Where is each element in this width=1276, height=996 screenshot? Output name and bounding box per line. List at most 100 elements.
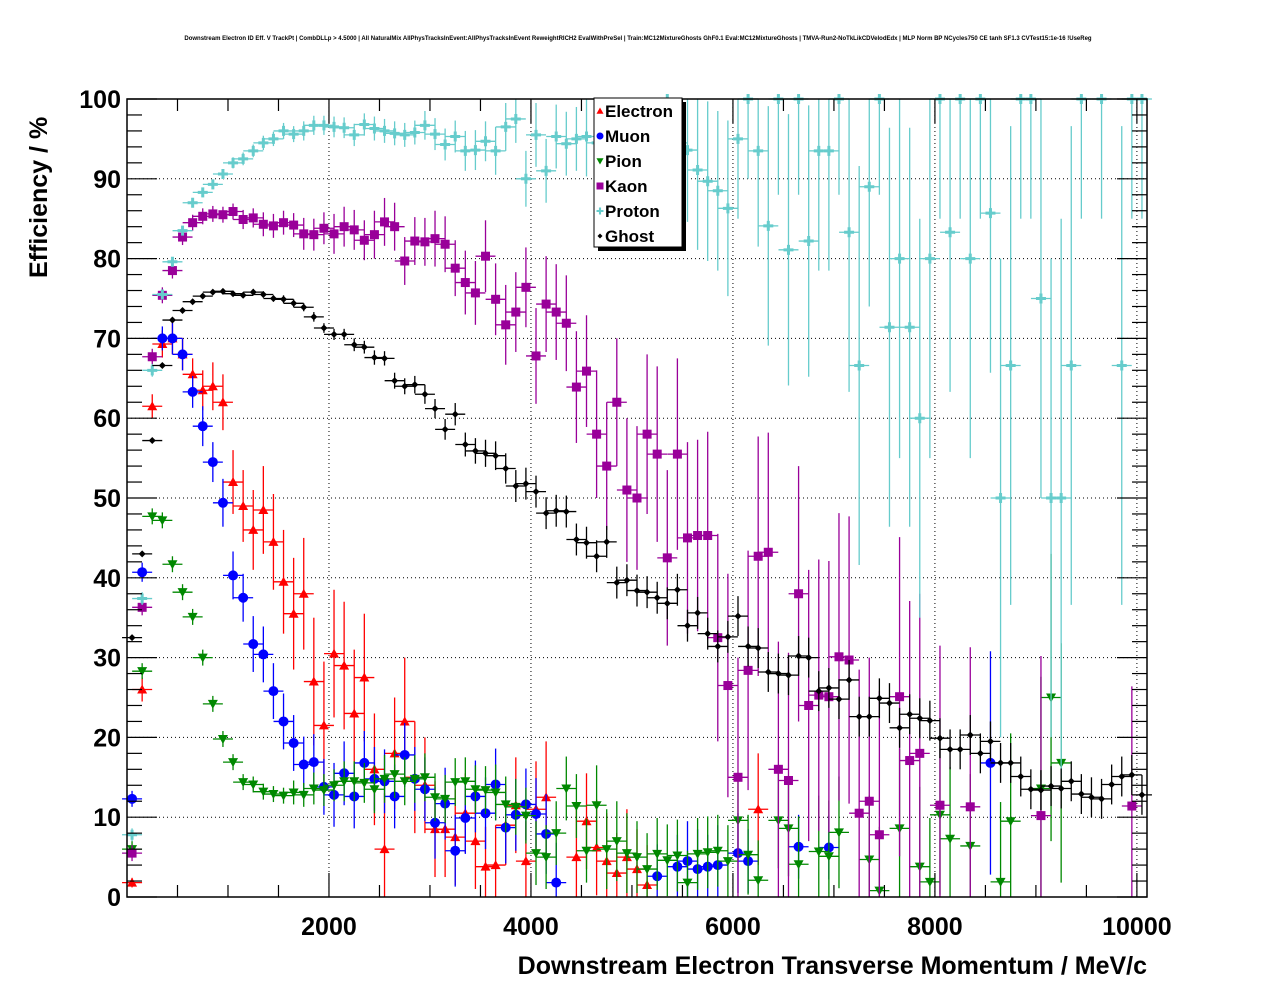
marker (724, 633, 732, 641)
x-axis-title: Downstream Electron Transverse Momentum … (518, 952, 1147, 980)
data-point (869, 691, 890, 897)
data-point (1020, 94, 1041, 219)
y-tick-label: 100 (79, 86, 121, 114)
data-point (1101, 764, 1122, 805)
marker (593, 552, 601, 560)
marker (673, 586, 681, 594)
marker (217, 397, 228, 407)
data-point (283, 299, 304, 308)
data-point (1010, 94, 1031, 219)
marker (359, 235, 369, 245)
data-point (515, 787, 536, 844)
data-point (364, 350, 385, 365)
marker (753, 145, 764, 156)
data-point (849, 166, 870, 566)
data-point (475, 439, 496, 467)
marker (258, 649, 269, 660)
marker (391, 377, 399, 385)
data-point (1000, 742, 1021, 783)
data-point (738, 814, 759, 895)
data-point (637, 354, 658, 514)
marker (784, 671, 792, 679)
data-point (1041, 766, 1062, 807)
series-ghost (122, 287, 1152, 819)
marker (238, 500, 249, 510)
marker (510, 802, 521, 812)
marker (572, 535, 580, 543)
data-point (818, 667, 839, 708)
data-point (152, 362, 173, 370)
marker (591, 801, 602, 811)
marker (369, 230, 379, 240)
data-point (889, 707, 910, 748)
marker (531, 809, 542, 820)
marker (238, 592, 249, 603)
legend-item-ghost: Ghost (597, 227, 654, 246)
data-point (374, 118, 395, 143)
marker (632, 493, 642, 503)
marker (833, 828, 844, 838)
y-tick-label: 70 (93, 325, 121, 353)
marker (300, 303, 308, 311)
marker (956, 745, 964, 753)
marker (783, 775, 793, 785)
data-point (546, 494, 567, 527)
axis-ticks (127, 98, 1147, 898)
marker (682, 145, 693, 156)
data-point (960, 715, 981, 755)
data-points (122, 94, 1152, 897)
marker (966, 731, 974, 739)
data-point (576, 818, 597, 883)
marker (743, 665, 753, 675)
marker (440, 139, 451, 150)
data-point (788, 466, 809, 722)
data-point (1061, 761, 1082, 802)
marker (531, 351, 541, 361)
marker (167, 333, 178, 344)
marker (278, 576, 289, 586)
y-tick-label: 30 (93, 645, 121, 673)
marker (924, 877, 935, 887)
marker (643, 588, 651, 596)
marker (894, 253, 905, 264)
marker (420, 237, 430, 247)
marker (137, 602, 147, 612)
marker (914, 413, 925, 424)
data-point (940, 99, 961, 392)
y-tick-label: 60 (93, 405, 121, 433)
data-point (707, 814, 728, 887)
marker (1118, 773, 1126, 781)
data-point (748, 99, 769, 247)
data-point (273, 787, 294, 804)
data-point (940, 766, 961, 897)
data-point (788, 94, 809, 195)
data-point (495, 453, 516, 484)
marker (209, 288, 217, 296)
marker (490, 145, 501, 156)
data-point (1071, 94, 1092, 219)
marker (278, 791, 289, 801)
marker (672, 449, 682, 459)
data-point (303, 617, 324, 746)
marker (844, 227, 855, 238)
data-point (950, 729, 971, 770)
marker (1127, 801, 1137, 811)
data-point (142, 348, 163, 365)
marker (450, 131, 461, 142)
legend-marker-icon (596, 158, 604, 165)
data-point (182, 214, 203, 231)
data-point (414, 753, 435, 802)
data-point (354, 762, 375, 803)
grid (127, 99, 1147, 897)
data-point (1020, 769, 1041, 810)
marker (652, 449, 662, 459)
data-point (657, 587, 678, 620)
marker (723, 681, 733, 691)
marker (199, 292, 207, 300)
data-point (283, 557, 304, 670)
marker (825, 684, 833, 692)
marker (389, 770, 400, 780)
marker (481, 251, 491, 261)
y-tick-label: 10 (93, 804, 121, 832)
data-point (647, 366, 668, 542)
